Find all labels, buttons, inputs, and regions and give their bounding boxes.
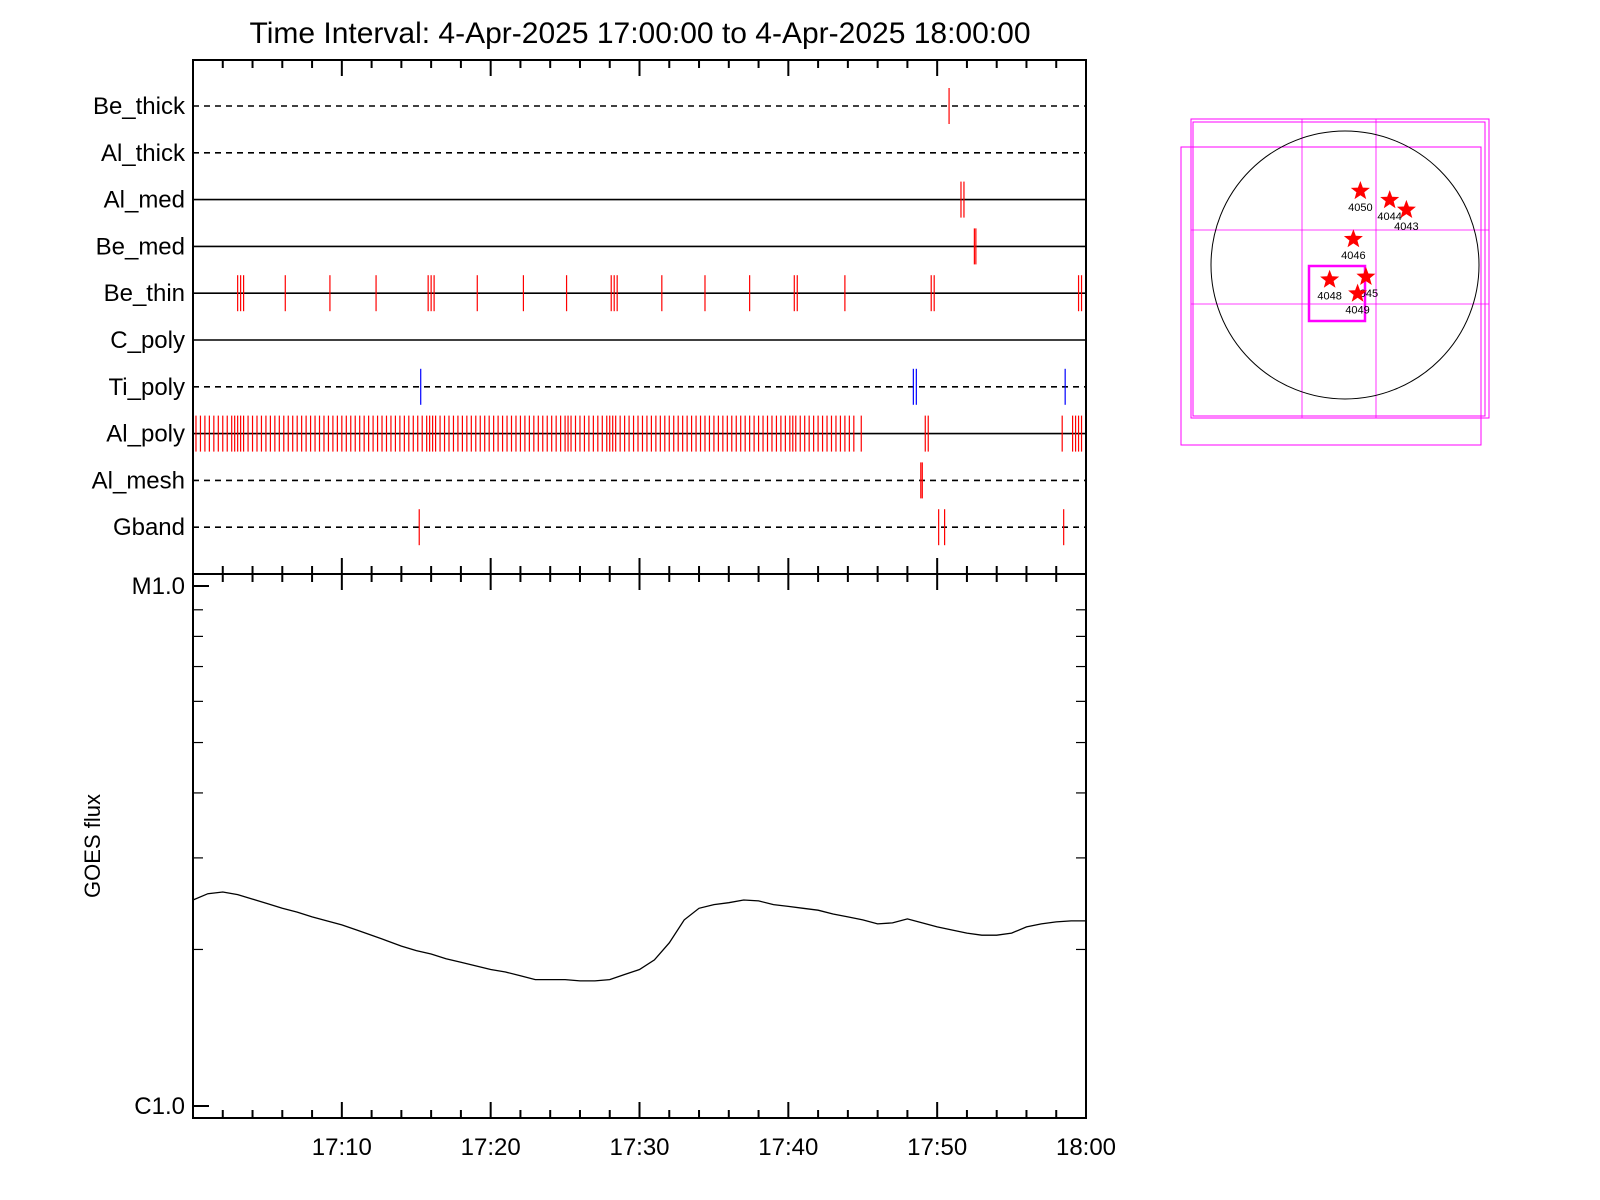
row-label: Al_thick: [101, 140, 186, 167]
x-tick-label: 17:50: [907, 1134, 967, 1161]
row-al-mesh: Al_mesh: [92, 462, 1086, 499]
active-region-label: 4044: [1377, 211, 1401, 223]
row-label: Al_poly: [106, 421, 185, 448]
active-region-4050: 4050: [1348, 181, 1373, 214]
fov-box: [1192, 121, 1486, 417]
star-icon: [1350, 181, 1370, 200]
x-tick-label: 17:30: [609, 1134, 669, 1161]
fov-box: [1180, 146, 1482, 446]
star-icon: [1343, 229, 1363, 248]
y-tick-label: M1.0: [132, 573, 185, 600]
row-label: Be_thick: [93, 93, 186, 120]
solar-disk-outline: [1210, 130, 1480, 400]
goes-panel-frame: [192, 573, 1087, 1119]
star-icon: [1320, 269, 1340, 288]
active-region-label: 4049: [1345, 305, 1369, 317]
row-al-poly: Al_poly: [106, 415, 1086, 452]
star-icon: [1356, 266, 1376, 285]
active-region-4044: 4044: [1377, 190, 1402, 223]
row-label: Ti_poly: [109, 374, 185, 401]
active-region-4046: 4046: [1341, 229, 1366, 262]
row-gband: Gband: [113, 509, 1086, 546]
row-label: Al_mesh: [92, 467, 185, 494]
row-label: Gband: [113, 514, 185, 541]
active-region-label: 4050: [1348, 202, 1372, 214]
fov-box: [1307, 264, 1367, 323]
row-al-med: Al_med: [104, 181, 1086, 218]
active-region-label: 4043: [1394, 221, 1418, 233]
row-be-thick: Be_thick: [93, 88, 1086, 124]
row-ti-poly: Ti_poly: [109, 368, 1086, 405]
active-region-4048: 4048: [1317, 269, 1342, 303]
goes-flux-curve: [192, 891, 1086, 982]
fov-box: [1190, 118, 1490, 419]
active-region-label: 4046: [1341, 250, 1365, 262]
x-tick-label: 17:40: [758, 1134, 818, 1161]
row-c-poly: C_poly: [110, 327, 1086, 354]
goes-flux-panel: 17:10 17:20 17:30 17:40 17:50 18:00 M1.0 C1.0 G…: [80, 573, 1116, 1161]
event-timeline-panel: Be_thick Al_thick Al_med Be_med Be_thin C_pol…: [92, 59, 1087, 590]
active-region-4043: 4043: [1394, 199, 1419, 233]
row-al-thick: Al_thick: [101, 140, 1086, 167]
chart-title: Time Interval: 4-Apr-2025 17:00:00 to 4-…: [249, 17, 1030, 50]
x-tick-label: 18:00: [1056, 1134, 1116, 1161]
active-region-label: 4048: [1317, 291, 1341, 303]
row-label: Be_thin: [104, 280, 185, 307]
star-icon: [1380, 190, 1400, 209]
row-label: Be_med: [96, 233, 185, 260]
star-icon: [1396, 199, 1416, 218]
x-tick-label: 17:20: [461, 1134, 521, 1161]
row-be-med: Be_med: [96, 228, 1086, 265]
y-axis-label: GOES flux: [80, 794, 105, 898]
star-icon: [1348, 283, 1368, 302]
active-region-4049: 4049: [1345, 283, 1370, 317]
row-label: C_poly: [110, 327, 185, 354]
event-panel-frame: [192, 59, 1087, 575]
x-tick-label: 17:10: [312, 1134, 372, 1161]
row-label: Al_med: [104, 187, 185, 214]
y-tick-label: C1.0: [134, 1093, 185, 1120]
row-be-thin: Be_thin: [104, 275, 1086, 312]
